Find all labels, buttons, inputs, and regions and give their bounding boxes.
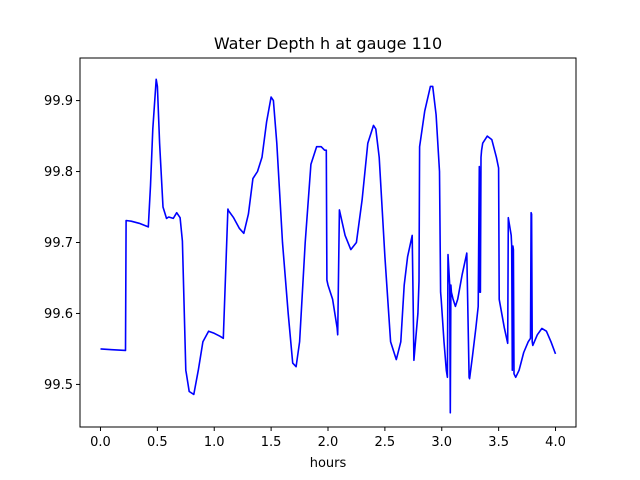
x-axis: 0.0 0.5 1.0 1.5 2.0 2.5 3.0 3.5 4.0 [90, 427, 566, 450]
y-tick-label: 99.8 [44, 165, 73, 180]
x-axis-label: hours [310, 456, 347, 471]
plot-area [100, 78, 557, 414]
chart-title: Water Depth h at gauge 110 [214, 34, 442, 53]
x-tick-label: 3.5 [488, 435, 509, 450]
y-tick-label: 99.7 [44, 236, 73, 251]
y-tick-label: 99.6 [44, 307, 73, 322]
x-tick-label: 2.0 [318, 435, 339, 450]
y-tick-label: 99.5 [44, 378, 73, 393]
series-line [100, 78, 557, 414]
y-axis: 99.5 99.6 99.7 99.8 99.9 [44, 94, 80, 393]
x-tick-label: 1.5 [261, 435, 282, 450]
x-tick-label: 3.0 [431, 435, 452, 450]
x-tick-label: 0.0 [90, 435, 111, 450]
x-tick-label: 4.0 [545, 435, 566, 450]
x-tick-label: 1.0 [204, 435, 225, 450]
y-tick-label: 99.9 [44, 94, 73, 109]
x-tick-label: 2.5 [375, 435, 396, 450]
x-tick-label: 0.5 [147, 435, 168, 450]
